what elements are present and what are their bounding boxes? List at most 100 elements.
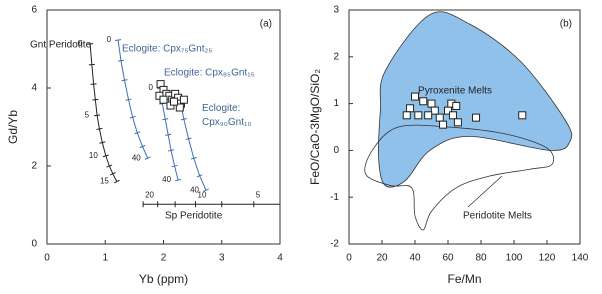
sample-point xyxy=(419,97,428,106)
curve-tick xyxy=(171,164,178,168)
curve-tick xyxy=(106,164,113,168)
x-tick-label: 3 xyxy=(219,253,225,264)
melt-field xyxy=(364,124,555,231)
sample-point xyxy=(169,97,178,106)
curve-label-line: Cpx₉₀Gnt₁₀ xyxy=(202,117,252,128)
curve-tick xyxy=(125,98,132,101)
melt-field xyxy=(378,11,573,188)
curve-label: Eclogite: Cpx₇₅Gnt₂₅ xyxy=(122,44,212,55)
x-tick-label: 80 xyxy=(475,253,487,264)
point-label: 15 xyxy=(100,177,109,186)
x-tick-label: 1 xyxy=(102,253,108,264)
sample-point xyxy=(179,95,188,104)
point-label: 20 xyxy=(145,190,154,199)
curve-tick xyxy=(144,156,151,160)
sample-point xyxy=(472,113,481,122)
sample-point xyxy=(430,106,439,115)
point-label: 0 xyxy=(78,39,83,48)
point-label: 5 xyxy=(256,190,261,199)
curve-tick xyxy=(109,172,116,176)
curve-tick xyxy=(114,179,120,184)
x-tick-label: 140 xyxy=(572,253,589,264)
curve-tick xyxy=(121,79,128,82)
x-tick-label: 4 xyxy=(277,253,283,264)
field-label: Pyroxenite Melts xyxy=(418,86,492,97)
sample-point xyxy=(175,103,184,112)
curve-tick xyxy=(90,83,97,85)
y-tick-label: 0 xyxy=(31,239,37,250)
curve-tick xyxy=(190,156,197,160)
curve-tick xyxy=(139,144,146,149)
sample-point xyxy=(452,101,461,110)
curve-tick xyxy=(102,154,109,158)
point-label: 5 xyxy=(85,110,90,119)
x-tick-label: 20 xyxy=(376,253,388,264)
x-tick-label: 100 xyxy=(506,253,523,264)
curve-tick xyxy=(92,98,99,101)
point-label: 40 xyxy=(190,185,199,194)
curve-tick xyxy=(134,131,141,135)
y-tick-label: 0 xyxy=(333,145,339,156)
point-label: 10 xyxy=(89,151,98,160)
sample-point xyxy=(427,99,436,108)
panel-label: (b) xyxy=(560,19,572,30)
leader-line xyxy=(467,175,503,208)
curve-label: Gnt Peridotite xyxy=(30,40,92,51)
curve-tick xyxy=(175,178,182,182)
melting-curve xyxy=(117,39,149,159)
sample-point xyxy=(411,92,419,101)
sample-point xyxy=(439,120,448,129)
curve-label: Eclogite: Cpx₈₅Gnt₁₅ xyxy=(164,68,255,79)
point-label: 0 xyxy=(107,35,112,44)
curve-tick xyxy=(196,174,203,178)
y-tick-label: -2 xyxy=(330,239,339,250)
x-tick-label: 40 xyxy=(409,253,421,264)
sample-point xyxy=(406,104,415,113)
y-tick-label: 2 xyxy=(31,161,37,172)
curve-tick xyxy=(168,149,175,152)
curve-tick xyxy=(180,118,187,121)
curve-label: Eclogite: Cpx₉₀Gnt₁₀ xyxy=(202,103,252,128)
point-label: 0 xyxy=(149,83,154,92)
sample-point xyxy=(448,111,457,120)
panel-label: (a) xyxy=(260,19,272,30)
plot-frame xyxy=(348,9,581,245)
field-label: Peridotite Melts xyxy=(463,211,532,222)
curve-tick xyxy=(88,63,95,66)
curve-tick xyxy=(162,118,169,121)
y-tick-label: 6 xyxy=(31,5,37,16)
y-tick-label: 1 xyxy=(333,98,339,109)
x-tick-label: 0 xyxy=(346,253,352,264)
curve-tick xyxy=(203,188,209,192)
sample-point xyxy=(518,111,527,120)
sample-point xyxy=(424,111,433,120)
y-tick-label: 3 xyxy=(333,5,339,16)
curve-tick xyxy=(185,137,192,140)
y-axis-label: FeO/CaO-3MgO/SiO₂ xyxy=(308,69,322,185)
sample-point xyxy=(402,111,411,120)
point-label: 10 xyxy=(198,190,207,199)
sample-point xyxy=(159,95,168,104)
curve-tick xyxy=(94,114,101,117)
y-tick-label: 2 xyxy=(333,51,339,62)
y-tick-label: -1 xyxy=(330,192,339,203)
curve-tick xyxy=(117,59,125,62)
curve-label: Sp Peridotite xyxy=(165,211,223,222)
curve-tick xyxy=(96,127,103,131)
curve-tick xyxy=(129,116,136,119)
x-axis-label: Fe/Mn xyxy=(447,272,481,286)
x-tick-label: 120 xyxy=(539,253,556,264)
x-tick-label: 60 xyxy=(442,253,454,264)
curve-tick xyxy=(115,39,122,41)
sample-point xyxy=(414,111,423,120)
curve-tick xyxy=(99,141,106,144)
curve-tick xyxy=(165,133,172,136)
point-label: 40 xyxy=(132,153,141,162)
melting-curve xyxy=(179,99,207,191)
x-tick-label: 0 xyxy=(44,253,50,264)
sample-point xyxy=(435,113,444,122)
point-label: 40 xyxy=(162,175,171,184)
curve-tick xyxy=(87,43,94,45)
sample-point xyxy=(453,118,462,127)
